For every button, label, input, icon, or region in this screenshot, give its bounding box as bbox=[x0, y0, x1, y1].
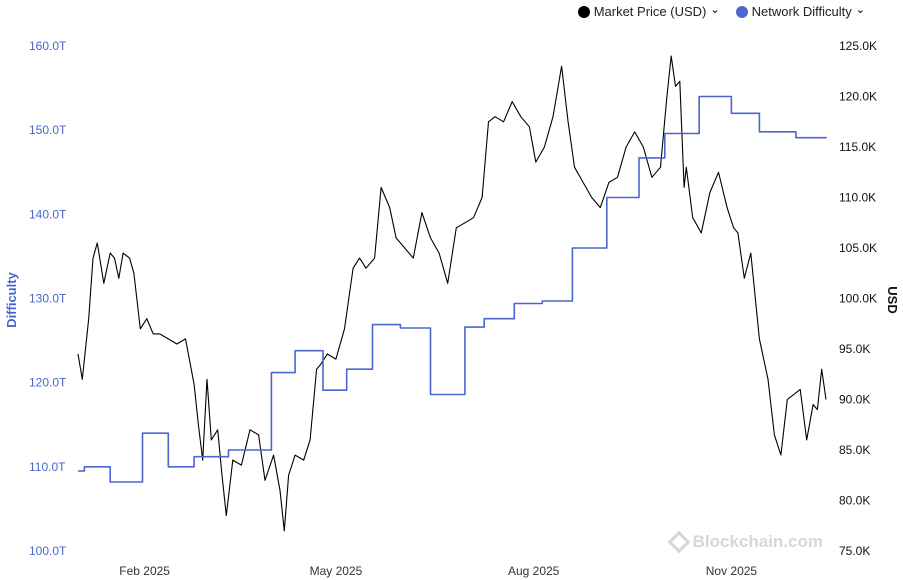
x-tick-feb-2025: Feb 2025 bbox=[119, 564, 170, 578]
series-layer bbox=[77, 55, 827, 532]
legend: Market Price (USD) ⌄ Network Difficulty … bbox=[577, 4, 865, 19]
left-tick-110-0t: 110.0T bbox=[29, 460, 66, 474]
left-axis-ticks: 100.0T 110.0T 120.0T 130.0T 140.0T 150.0T 160.… bbox=[29, 39, 67, 558]
right-tick-120-0k: 120.0K bbox=[839, 90, 877, 104]
legend-label-network-difficulty: Network Difficulty bbox=[751, 4, 852, 19]
right-tick-105-0k: 105.0K bbox=[839, 241, 877, 255]
watermark: Blockchain.com bbox=[667, 530, 823, 554]
right-tick-110-0k: 110.0K bbox=[839, 191, 876, 205]
chevron-down-icon: ⌄ bbox=[855, 4, 865, 16]
right-tick-80-0k: 80.0K bbox=[839, 494, 870, 508]
right-tick-100-0k: 100.0K bbox=[839, 292, 877, 306]
left-tick-150-0t: 150.0T bbox=[29, 123, 67, 137]
x-tick-may-2025: May 2025 bbox=[310, 564, 363, 578]
right-axis-ticks: 75.0K 80.0K 85.0K 90.0K 95.0K 100.0K 105.0K 110… bbox=[839, 39, 877, 558]
left-tick-120-0t: 120.0T bbox=[29, 376, 67, 390]
left-axis-title: Difficulty bbox=[4, 271, 19, 327]
left-tick-160-0t: 160.0T bbox=[29, 39, 67, 53]
left-tick-100-0t: 100.0T bbox=[29, 544, 67, 558]
right-tick-75-0k: 75.0K bbox=[839, 544, 870, 558]
x-axis-ticks: Feb 2025 May 2025 Aug 2025 Nov 2025 bbox=[119, 564, 757, 578]
right-tick-90-0k: 90.0K bbox=[839, 393, 870, 407]
chevron-down-icon: ⌄ bbox=[710, 4, 720, 16]
left-tick-130-0t: 130.0T bbox=[29, 292, 67, 306]
right-axis-title: USD bbox=[885, 286, 900, 313]
x-tick-nov-2025: Nov 2025 bbox=[706, 564, 758, 578]
series-line-network-difficulty bbox=[78, 95, 827, 483]
market-price-dot-icon bbox=[577, 5, 590, 18]
right-tick-85-0k: 85.0K bbox=[839, 443, 870, 457]
right-tick-115-0k: 115.0K bbox=[839, 140, 876, 154]
blockchain-logo-icon bbox=[667, 530, 690, 554]
right-tick-125-0k: 125.0K bbox=[839, 39, 877, 53]
left-tick-140-0t: 140.0T bbox=[29, 207, 67, 221]
legend-item-market-price[interactable]: Market Price (USD) ⌄ bbox=[577, 4, 720, 19]
series-line-market-price-usd bbox=[77, 55, 827, 532]
x-tick-aug-2025: Aug 2025 bbox=[508, 564, 560, 578]
right-tick-95-0k: 95.0K bbox=[839, 342, 870, 356]
legend-label-market-price: Market Price (USD) bbox=[593, 4, 707, 19]
watermark-text: Blockchain.com bbox=[692, 532, 823, 551]
network-difficulty-dot-icon bbox=[735, 5, 748, 18]
legend-item-network-difficulty[interactable]: Network Difficulty ⌄ bbox=[735, 4, 865, 19]
